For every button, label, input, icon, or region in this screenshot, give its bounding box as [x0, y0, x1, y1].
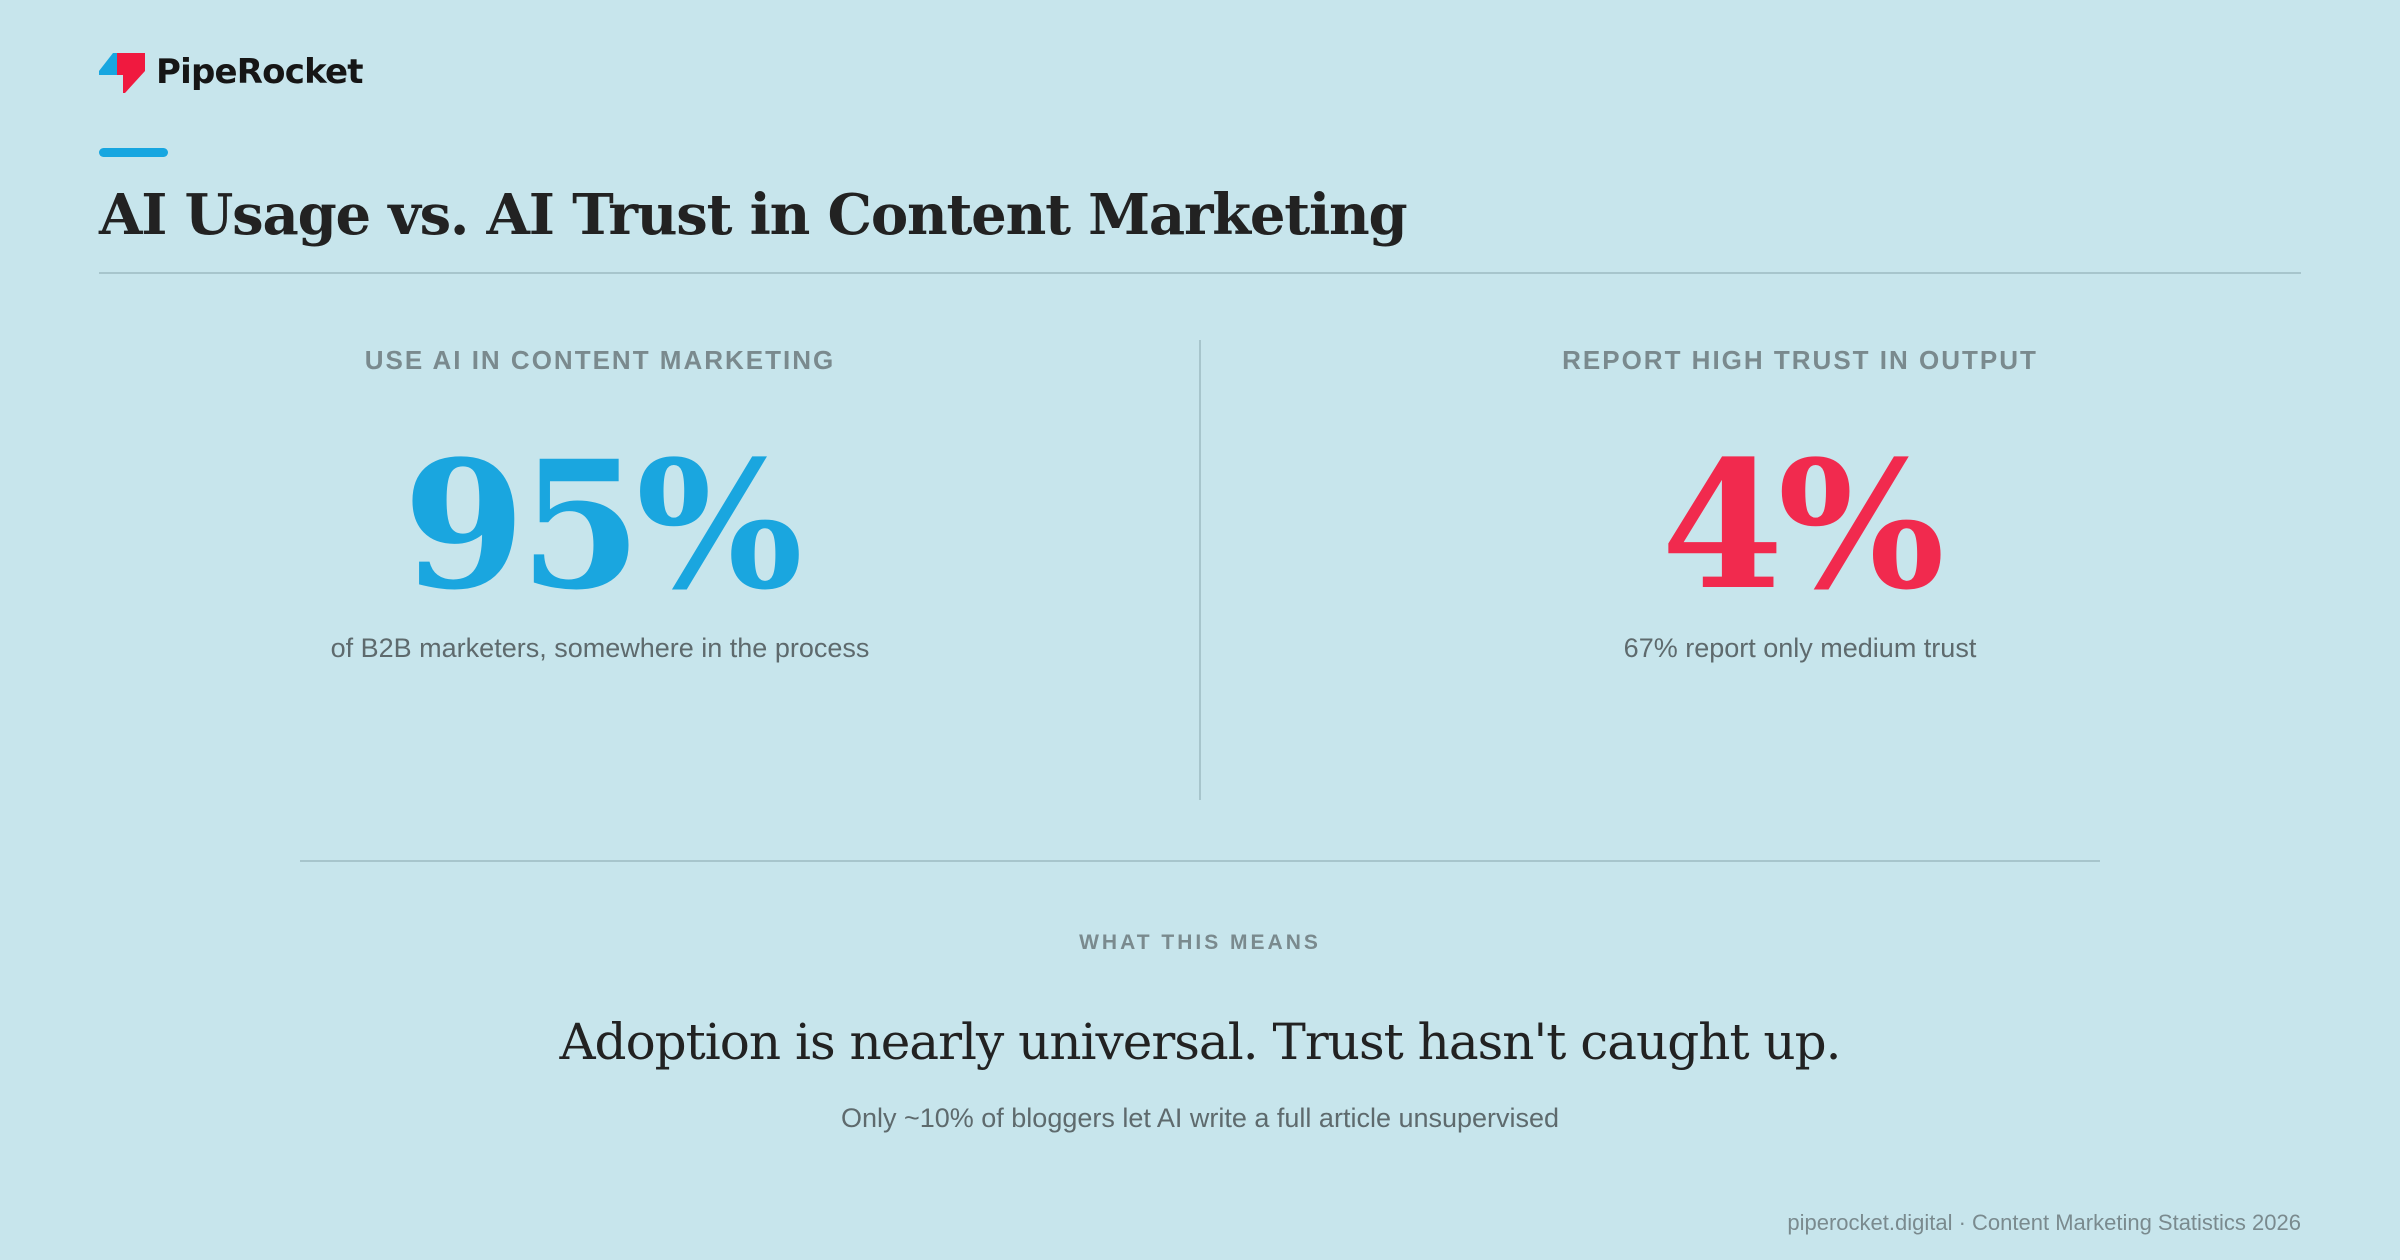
- stat-trust-caption: 67% report only medium trust: [1623, 633, 1977, 663]
- brand-name: PipeRocket: [156, 52, 363, 92]
- title-accent-bar: [99, 148, 168, 157]
- page-title: AI Usage vs. AI Trust in Content Marketi…: [99, 182, 1408, 248]
- insight-headline: Adoption is nearly universal. Trust hasn…: [559, 1013, 1841, 1071]
- footer-source: piperocket.digital · Content Marketing S…: [1787, 1210, 2301, 1235]
- stat-usage-value: 95%: [402, 422, 803, 629]
- brand: PipeRocket: [99, 48, 363, 96]
- stat-trust-label: REPORT HIGH TRUST IN OUTPUT: [1562, 345, 2038, 375]
- header-divider: [99, 272, 2301, 274]
- stat-usage-caption: of B2B marketers, somewhere in the proce…: [330, 633, 870, 663]
- stat-trust: REPORT HIGH TRUST IN OUTPUT 4% 67% repor…: [1300, 340, 2300, 668]
- stat-trust-value: 4%: [1661, 422, 1945, 629]
- insight-section: WHAT THIS MEANS Adoption is nearly unive…: [200, 926, 2200, 1138]
- section-divider: [300, 860, 2100, 862]
- stat-usage: USE AI IN CONTENT MARKETING 95% of B2B m…: [100, 340, 1100, 668]
- stats-divider: [1199, 340, 1201, 800]
- insight-note: Only ~10% of bloggers let AI write a ful…: [840, 1103, 1560, 1133]
- stat-usage-label: USE AI IN CONTENT MARKETING: [364, 345, 836, 375]
- piperocket-logo-icon: [99, 53, 145, 93]
- insight-eyebrow: WHAT THIS MEANS: [1079, 931, 1321, 954]
